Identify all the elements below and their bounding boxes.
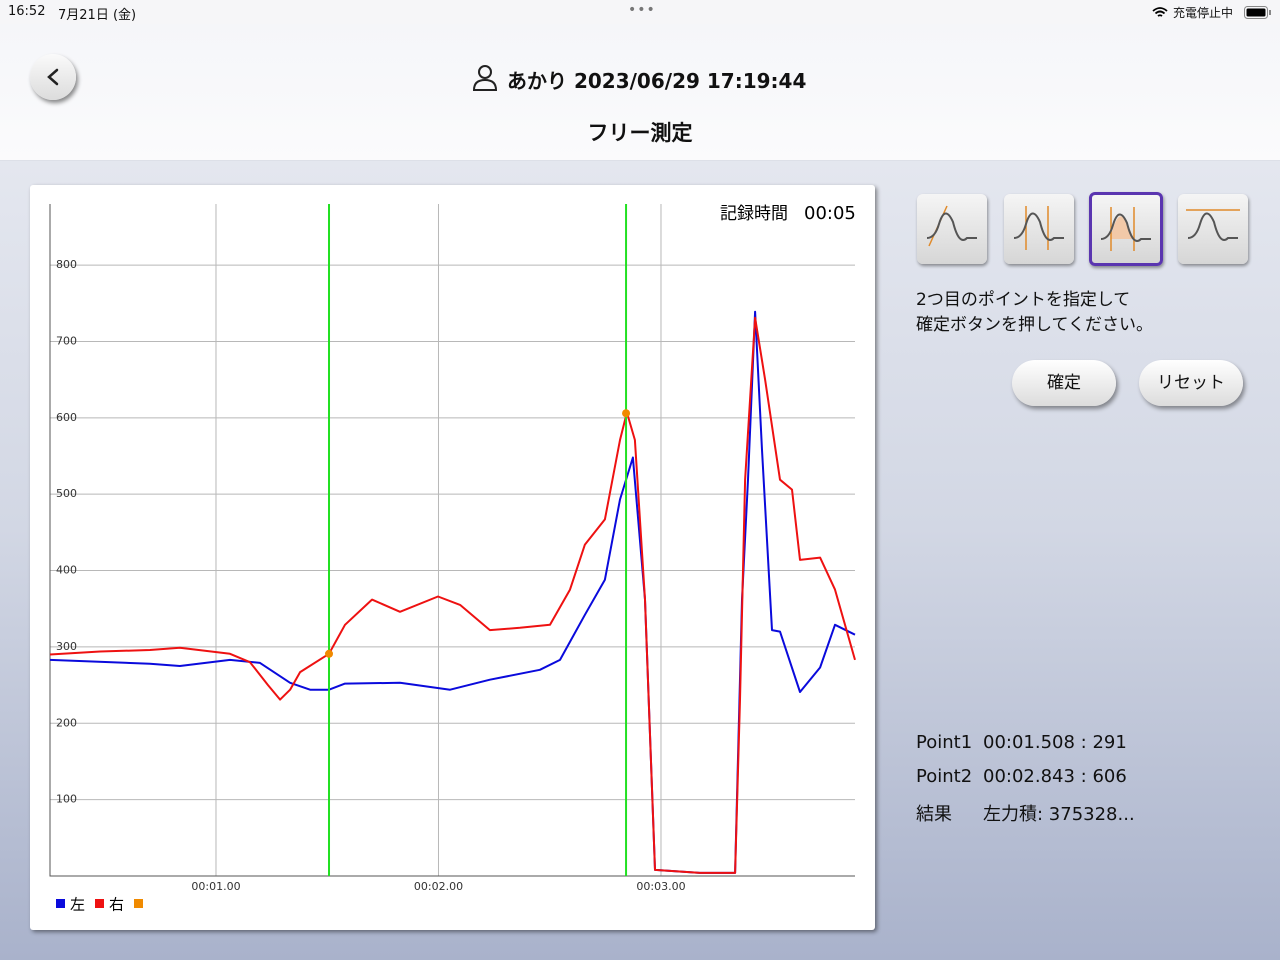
data-line bbox=[49, 310, 856, 874]
wifi-icon bbox=[1152, 7, 1168, 17]
result-label: Point2 bbox=[916, 766, 973, 787]
y-tick-label: 500 bbox=[56, 487, 77, 500]
y-tick-label: 300 bbox=[56, 640, 77, 653]
y-tick-label: 800 bbox=[56, 258, 77, 271]
multitask-dots: ••• bbox=[628, 2, 656, 18]
page-title: フリー測定 bbox=[587, 121, 693, 145]
axis-line bbox=[49, 204, 855, 877]
legend-swatch bbox=[95, 899, 104, 908]
result-row: Point1 00:01.508 : 291 bbox=[916, 732, 1135, 766]
mode-button[interactable] bbox=[1004, 194, 1074, 264]
result-value: 左力積: 375328... bbox=[983, 804, 1135, 825]
legend-swatch bbox=[56, 899, 65, 908]
mode-button[interactable] bbox=[917, 194, 987, 264]
mode-button[interactable] bbox=[1178, 194, 1248, 264]
reset-button[interactable]: リセット bbox=[1139, 360, 1243, 406]
y-tick-label: 700 bbox=[56, 334, 77, 347]
legend-swatch bbox=[134, 899, 143, 908]
results: Point1 00:01.508 : 291 Point2 00:02.843 : … bbox=[916, 732, 1135, 834]
instruction-line: 2つ目のポイントを指定して bbox=[916, 290, 1131, 310]
legend-label: 右 bbox=[109, 896, 124, 914]
result-value: 00:01.508 : 291 bbox=[983, 732, 1127, 753]
mode-button-selected[interactable] bbox=[1089, 192, 1163, 266]
selected-point bbox=[622, 409, 631, 418]
record-time-value: 00:05 bbox=[804, 203, 856, 224]
status-time: 16:52 bbox=[8, 4, 46, 19]
header: あかり 2023/06/29 17:19:44 フリー測定 bbox=[0, 24, 1280, 161]
y-tick-label: 600 bbox=[56, 411, 77, 424]
result-value: 00:02.843 : 606 bbox=[983, 766, 1127, 787]
instruction: 2つ目のポイントを指定して 確定ボタンを押してください。 bbox=[916, 288, 1153, 338]
result-row: 結果 左力積: 375328... bbox=[916, 800, 1135, 834]
data-line bbox=[49, 316, 856, 874]
result-row: Point2 00:02.843 : 606 bbox=[916, 766, 1135, 800]
record-time-label: 記録時間 bbox=[720, 204, 788, 224]
result-label: 結果 bbox=[916, 804, 952, 825]
mode-icon bbox=[1186, 209, 1240, 241]
confirm-button[interactable]: 確定 bbox=[1012, 360, 1116, 406]
battery-icon bbox=[1244, 6, 1271, 19]
status-bar: 16:52 7月21日 (金) ••• 充電停止中 bbox=[0, 0, 1280, 24]
mode-icon bbox=[1013, 206, 1064, 250]
status-date: 7月21日 (金) bbox=[58, 8, 137, 23]
user-icon bbox=[472, 65, 498, 91]
mode-icon bbox=[926, 205, 977, 247]
back-button[interactable] bbox=[30, 54, 76, 100]
battery-status: 充電停止中 bbox=[1173, 6, 1234, 20]
y-tick-label: 100 bbox=[56, 793, 77, 806]
result-label: Point1 bbox=[916, 732, 973, 753]
chart-panel bbox=[30, 185, 875, 930]
legend-label: 左 bbox=[70, 896, 85, 914]
selected-point bbox=[325, 649, 334, 658]
user-session: あかり 2023/06/29 17:19:44 bbox=[507, 69, 807, 93]
back-icon bbox=[47, 68, 59, 86]
x-tick-label: 00:02.00 bbox=[414, 880, 463, 893]
mode-icon bbox=[1100, 207, 1151, 251]
instruction-line: 確定ボタンを押してください。 bbox=[916, 315, 1153, 335]
x-tick-label: 00:03.00 bbox=[636, 880, 685, 893]
y-tick-label: 400 bbox=[56, 564, 77, 577]
y-tick-label: 200 bbox=[56, 716, 77, 729]
x-tick-label: 00:01.00 bbox=[191, 880, 240, 893]
